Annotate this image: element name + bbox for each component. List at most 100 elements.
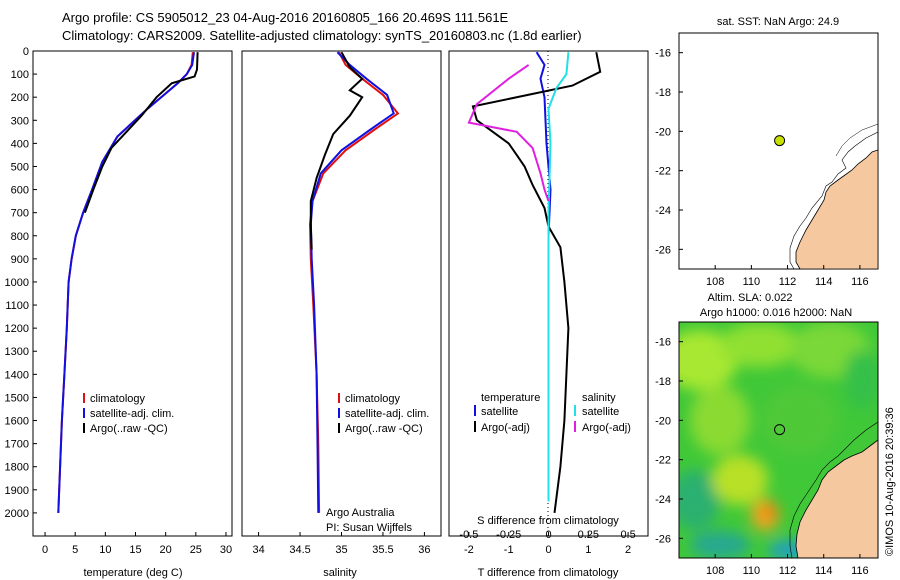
annotation-pi: PI: Susan Wijffels <box>326 522 412 534</box>
lat-tick-label: -24 <box>655 494 671 506</box>
sst-longitude-ticks: 108 110 112 114 116 <box>706 265 869 288</box>
temperature-axis-label: temperature (deg C) <box>83 567 182 579</box>
difference-profile-lines <box>467 51 602 514</box>
legend-climatology-s: climatology <box>345 393 401 405</box>
salinity-axis-label: salinity <box>323 567 357 579</box>
legend-s-satellite: satellite <box>582 406 619 418</box>
y-tick-label: 900 <box>11 254 29 266</box>
temperature-legend: climatology satellite-adj. clim. Argo(..… <box>83 393 174 435</box>
x-tick-label: 35.5 <box>372 544 393 556</box>
x-tick-label: 10 <box>99 544 111 556</box>
difference-panel: -2 -1 0 1 2 -0.5 -0.25 0 0.25 0.5 temperature sal… <box>448 50 649 579</box>
header-line-1: Argo profile: CS 5905012_23 04-Aug-2016 … <box>62 10 509 25</box>
temperature-panel: 0100200300400500600700800900100011001200… <box>5 46 233 579</box>
legend-t-satellite: satellite <box>481 406 518 418</box>
x2-tick-label: 0.5 <box>620 529 635 541</box>
salinity-legend: climatology satellite-adj. clim. Argo(..… <box>338 393 429 435</box>
sla-map: Altim. SLA: 0.022 Argo h1000: 0.016 h200… <box>655 292 879 577</box>
y-tick-label: 1100 <box>5 300 29 312</box>
sst-map-coastline <box>789 123 878 269</box>
lon-tick-label: 112 <box>779 565 797 577</box>
x-tick-label: 30 <box>220 544 232 556</box>
sla-map-frame <box>678 321 879 559</box>
x-tick-label: -1 <box>504 544 514 556</box>
x-tick-label: 34 <box>252 544 264 556</box>
series-line-2 <box>547 52 570 502</box>
sla-latitude-ticks: -16 -18 -20 -22 -24 -26 <box>655 337 683 545</box>
y-tick-label: 1500 <box>5 392 29 404</box>
series-line-1 <box>309 51 395 513</box>
y-tick-label: 700 <box>11 208 29 220</box>
salinity-panel: 34 34.5 35 35.5 36 salinity climatology sate… <box>241 50 442 579</box>
x-tick-label: 5 <box>72 544 78 556</box>
y-tick-label: 2000 <box>5 508 29 520</box>
lon-tick-label: 112 <box>779 276 797 288</box>
y-tick-label: 400 <box>11 138 29 150</box>
salinity-axes-frame <box>241 50 442 537</box>
lat-tick-label: -26 <box>655 244 671 256</box>
y-tick-label: 300 <box>11 115 29 127</box>
y-tick-label: 0 <box>23 46 29 58</box>
legend-title-salinity: salinity <box>582 392 616 404</box>
lon-tick-label: 116 <box>851 565 869 577</box>
temperature-difference-label: T difference from climatology <box>478 567 619 579</box>
annotation-argo-australia: Argo Australia <box>326 507 395 519</box>
lat-tick-label: -16 <box>655 337 671 349</box>
sla-heatmap <box>679 322 878 558</box>
x-tick-label: 0 <box>42 544 48 556</box>
y-tick-label: 1600 <box>5 416 29 428</box>
x-tick-label: 34.5 <box>289 544 310 556</box>
y-tick-label: 200 <box>11 92 29 104</box>
argo-float-marker-sla <box>774 424 786 436</box>
header-line-2: Climatology: CARS2009. Satellite-adjuste… <box>62 28 582 43</box>
legend-argo: Argo(..raw -QC) <box>90 423 168 435</box>
x-tick-label: -2 <box>464 544 474 556</box>
x-tick-label: 25 <box>190 544 202 556</box>
series-line-2 <box>83 52 199 214</box>
lat-tick-label: -18 <box>655 87 671 99</box>
y-tick-label: 100 <box>11 69 29 81</box>
series-line-2 <box>309 51 364 250</box>
y-tick-label: 1300 <box>5 346 29 358</box>
sla-title: Altim. SLA: 0.022 <box>708 292 793 304</box>
x-tick-label: 20 <box>160 544 172 556</box>
argo-float-marker <box>774 135 786 147</box>
lon-tick-label: 110 <box>743 276 761 288</box>
temperature-axes-frame <box>32 50 233 537</box>
x2-tick-label: 0.25 <box>578 529 599 541</box>
sst-latitude-ticks: -16 -18 -20 -22 -24 -26 <box>655 48 683 256</box>
legend-t-argo: Argo(-adj) <box>481 422 530 434</box>
temperature-profile-lines <box>57 52 199 513</box>
lat-tick-label: -20 <box>655 126 671 138</box>
lat-tick-label: -20 <box>655 415 671 427</box>
lat-tick-label: -26 <box>655 533 671 545</box>
y-tick-label: 1200 <box>5 323 29 335</box>
x2-tick-label: 0 <box>545 529 551 541</box>
y-tick-label: 1400 <box>5 369 29 381</box>
salinity-difference-label: S difference from climatology <box>477 515 619 527</box>
x2-tick-label: -0.5 <box>459 529 478 541</box>
lat-tick-label: -18 <box>655 376 671 388</box>
difference-tick-labels: -2 -1 0 1 2 -0.5 -0.25 0 0.25 0.5 <box>459 529 635 556</box>
sla-subtitle: Argo h1000: 0.016 h2000: NaN <box>700 307 852 319</box>
salinity-profile-lines <box>308 51 400 513</box>
x-tick-label: 36 <box>418 544 430 556</box>
legend-satellite-clim: satellite-adj. clim. <box>90 408 174 420</box>
temperature-tick-labels: 0 5 10 15 20 25 30 <box>42 532 232 556</box>
legend-s-argo: Argo(-adj) <box>582 422 631 434</box>
y-tick-label: 1800 <box>5 462 29 474</box>
series-line-3 <box>467 64 550 202</box>
x-tick-label: 35 <box>335 544 347 556</box>
legend-satellite-clim-s: satellite-adj. clim. <box>345 408 429 420</box>
lon-tick-label: 116 <box>851 276 869 288</box>
depth-tick-labels: 0 100 200 300 400 500 600 700 800 900 1000 1100 1200… <box>5 46 37 520</box>
sla-longitude-ticks: 108 110 112 114 116 <box>706 554 869 577</box>
y-tick-label: 1000 <box>5 277 29 289</box>
lat-tick-label: -22 <box>655 166 671 178</box>
y-tick-label: 500 <box>11 161 29 173</box>
lon-tick-label: 114 <box>815 565 833 577</box>
sst-title: sat. SST: NaN Argo: 24.9 <box>717 16 839 28</box>
x-tick-label: 15 <box>129 544 141 556</box>
sst-map: sat. SST: NaN Argo: 24.9 -16 -18 -20 -22 -24… <box>655 16 879 288</box>
y-tick-label: 1900 <box>5 485 29 497</box>
